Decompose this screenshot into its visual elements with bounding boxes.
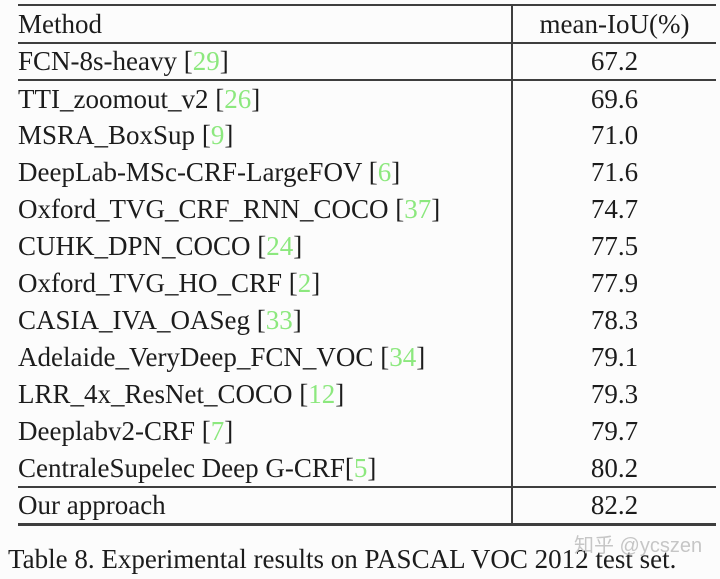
column-header-method: Method [18, 8, 102, 39]
value-cell: 69.6 [511, 80, 716, 117]
method-cell: FCN-8s-heavy [29] [18, 46, 229, 76]
table-row: CASIA_IVA_OASeg [33] 78.3 [18, 302, 716, 339]
table-row: Our approach 82.2 [18, 487, 716, 524]
citation-ref: 2 [297, 268, 312, 298]
method-cell: Oxford_TVG_CRF_RNN_COCO [37] [18, 194, 441, 224]
citation-ref: 33 [265, 305, 293, 335]
table-row: TTI_zoomout_v2 [26] 69.6 [18, 80, 716, 117]
table-row: CentraleSupelec Deep G-CRF[5] 80.2 [18, 450, 716, 487]
results-table: Method mean-IoU(%) FCN-8s-heavy [29] 67.2… [18, 4, 716, 526]
method-name: LRR_4x_ResNet_COCO [18, 379, 293, 409]
method-name: Oxford_TVG_HO_CRF [18, 268, 283, 298]
citation-ref: 24 [266, 231, 294, 261]
method-name: Deeplabv2-CRF [18, 416, 195, 446]
method-cell: DeepLab-MSc-CRF-LargeFOV [6] [18, 157, 401, 187]
citation-ref: 29 [192, 46, 220, 76]
table-row: Deeplabv2-CRF [7] 79.7 [18, 413, 716, 450]
method-name: DeepLab-MSc-CRF-LargeFOV [18, 157, 362, 187]
table-row: Oxford_TVG_HO_CRF [2] 77.9 [18, 265, 716, 302]
watermark: 知乎 @ycszen [574, 535, 703, 557]
method-cell: CentraleSupelec Deep G-CRF[5] [18, 452, 377, 483]
value-cell: 79.7 [511, 413, 716, 450]
method-name: FCN-8s-heavy [18, 46, 177, 76]
citation-ref: 9 [210, 120, 225, 150]
method-cell: CASIA_IVA_OASeg [33] [18, 305, 302, 335]
method-cell: Oxford_TVG_HO_CRF [2] [18, 268, 321, 298]
value-cell: 77.5 [511, 228, 716, 265]
value-cell: 77.9 [511, 265, 716, 302]
method-cell: CUHK_DPN_COCO [24] [18, 231, 303, 261]
citation-ref: 7 [210, 416, 225, 446]
method-cell: TTI_zoomout_v2 [26] [18, 83, 261, 114]
method-cell: Adelaide_VeryDeep_FCN_VOC [34] [18, 342, 426, 372]
value-cell: 79.1 [511, 339, 716, 376]
citation-ref: 37 [404, 194, 432, 224]
table-body: FCN-8s-heavy [29] 67.2 TTI_zoomout_v2 [26]… [18, 43, 716, 524]
value-cell: 74.7 [511, 191, 716, 228]
table-header-row: Method mean-IoU(%) [18, 5, 716, 43]
method-name: CASIA_IVA_OASeg [18, 305, 251, 335]
value-cell: 71.0 [511, 117, 716, 154]
method-name: Our approach [18, 489, 166, 520]
table-row: LRR_4x_ResNet_COCO [12] 79.3 [18, 376, 716, 413]
citation-ref: 5 [353, 452, 368, 483]
value-cell: 78.3 [511, 302, 716, 339]
method-name: CUHK_DPN_COCO [18, 231, 251, 261]
table-row: FCN-8s-heavy [29] 67.2 [18, 43, 716, 80]
method-name: Oxford_TVG_CRF_RNN_COCO [18, 194, 389, 224]
value-cell: 82.2 [511, 487, 716, 524]
table-row: MSRA_BoxSup [9] 71.0 [18, 117, 716, 154]
table-row: DeepLab-MSc-CRF-LargeFOV [6] 71.6 [18, 154, 716, 191]
citation-ref: 26 [224, 83, 252, 114]
table-row: Adelaide_VeryDeep_FCN_VOC [34] 79.1 [18, 339, 716, 376]
method-name: MSRA_BoxSup [18, 120, 196, 150]
method-cell: Deeplabv2-CRF [7] [18, 416, 234, 446]
citation-ref: 12 [308, 379, 336, 409]
table-caption: Table 8. Experimental results on PASCAL … [8, 544, 677, 574]
method-cell: LRR_4x_ResNet_COCO [12] [18, 379, 345, 409]
column-header-metric: mean-IoU(%) [511, 5, 716, 43]
method-name: CentraleSupelec Deep G-CRF [18, 452, 345, 483]
method-cell: MSRA_BoxSup [9] [18, 120, 234, 150]
value-cell: 79.3 [511, 376, 716, 413]
citation-ref: 34 [389, 342, 417, 372]
method-name: TTI_zoomout_v2 [18, 83, 209, 114]
method-name: Adelaide_VeryDeep_FCN_VOC [18, 342, 374, 372]
value-cell: 71.6 [511, 154, 716, 191]
table-row: CUHK_DPN_COCO [24] 77.5 [18, 228, 716, 265]
citation-ref: 6 [377, 157, 392, 187]
value-cell: 67.2 [511, 43, 716, 80]
table-row: Oxford_TVG_CRF_RNN_COCO [37] 74.7 [18, 191, 716, 228]
value-cell: 80.2 [511, 450, 716, 487]
method-cell: Our approach [18, 487, 512, 524]
